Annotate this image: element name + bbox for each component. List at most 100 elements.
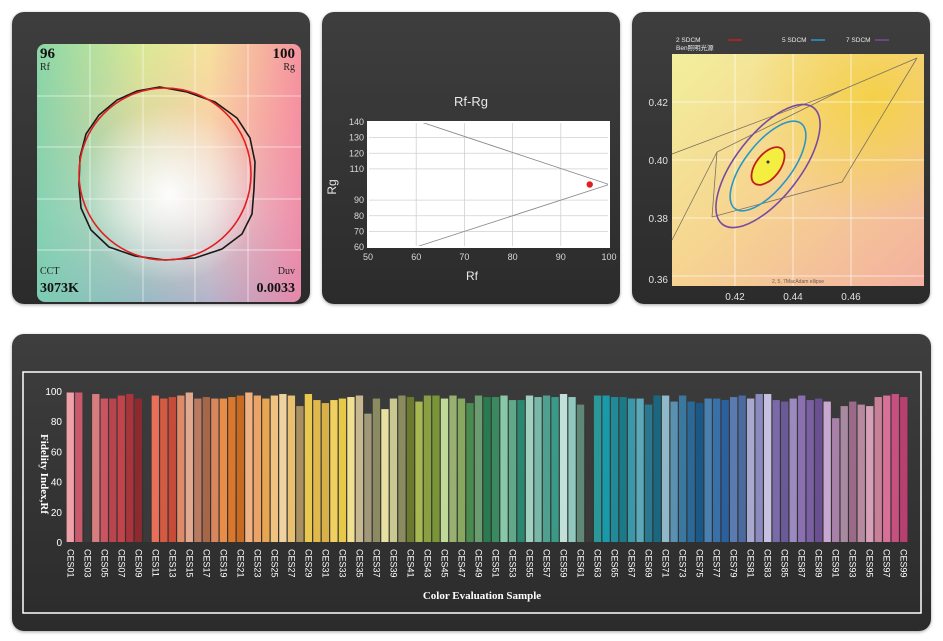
rf-rg-xtick: 60 bbox=[411, 252, 421, 262]
rg-label: Rg bbox=[283, 62, 295, 73]
bar-xtick: CES83 bbox=[763, 549, 773, 578]
rf-rg-title: Rf-Rg bbox=[454, 94, 488, 109]
bar-ces36 bbox=[364, 413, 372, 542]
bar-ces99 bbox=[900, 397, 908, 542]
bar-ces12 bbox=[160, 398, 168, 542]
duv-label: Duv bbox=[277, 266, 295, 277]
bar-ces84 bbox=[772, 400, 780, 542]
bar-ces86 bbox=[789, 398, 797, 542]
bar-ces48 bbox=[466, 403, 474, 542]
bar-xtick: CES23 bbox=[252, 549, 262, 578]
bar-ces96 bbox=[874, 397, 882, 542]
bar-ces19 bbox=[219, 398, 227, 542]
bar-ces82 bbox=[755, 394, 763, 542]
rf-rg-ytick: 120 bbox=[349, 148, 364, 158]
bar-ces52 bbox=[500, 395, 508, 542]
bar-ces94 bbox=[857, 404, 865, 542]
bar-ces47 bbox=[457, 398, 466, 542]
bar-ces03 bbox=[83, 404, 91, 542]
bar-ces85 bbox=[781, 401, 789, 542]
ellipse-5-sdcm bbox=[729, 120, 807, 212]
rf-rg-frame bbox=[367, 121, 610, 248]
bar-xtick: CES29 bbox=[303, 549, 313, 578]
bar-xtick: CES49 bbox=[473, 549, 483, 578]
bar-ces91 bbox=[832, 418, 840, 542]
bar-xtick: CES99 bbox=[899, 549, 909, 578]
bar-xtick: CES05 bbox=[99, 549, 109, 578]
bar-ces73 bbox=[678, 395, 687, 542]
bar-xtick: CES77 bbox=[712, 549, 722, 578]
bar-ces57 bbox=[542, 395, 551, 542]
bar-ces38 bbox=[381, 409, 389, 542]
chroma-ytick: 0.42 bbox=[649, 98, 669, 109]
cct-value: 3073K bbox=[40, 281, 79, 296]
ellipse-2-sdcm bbox=[750, 146, 786, 186]
bar-ces46 bbox=[449, 395, 457, 542]
bar-xtick: CES21 bbox=[235, 549, 245, 578]
bar-ces31 bbox=[321, 403, 330, 542]
rf-rg-ylabel: Rg bbox=[325, 179, 339, 194]
chromaticity-chart: 0.42 0.40 0.38 0.36 0.42 0.44 0.46 2 SDC… bbox=[649, 37, 924, 303]
bar-ces67 bbox=[627, 398, 636, 542]
bar-ces11 bbox=[151, 395, 159, 542]
duv-value: 0.0033 bbox=[256, 281, 296, 296]
bar-ces55 bbox=[525, 395, 534, 542]
bar-ces49 bbox=[474, 395, 483, 542]
bar-ces66 bbox=[619, 397, 627, 542]
bar-xtick: CES51 bbox=[491, 549, 501, 578]
bar-ces60 bbox=[568, 397, 576, 542]
bar-frame bbox=[22, 371, 922, 614]
bar-ces59 bbox=[559, 394, 568, 542]
bar-xtick: CES61 bbox=[576, 549, 586, 578]
rf-rg-chart: Rf-Rg Rf Rg 50 60 70 80 90 100607080901101201… bbox=[325, 94, 617, 283]
bar-ces30 bbox=[313, 400, 321, 542]
rf-rg-xtick: 50 bbox=[363, 252, 373, 262]
bar-ces28 bbox=[296, 406, 304, 542]
bar-ces87 bbox=[798, 395, 806, 542]
bar-ces21 bbox=[236, 395, 245, 542]
bar-xtick: CES09 bbox=[133, 549, 143, 578]
bar-ces02 bbox=[75, 392, 83, 542]
bar-ytick: 0 bbox=[56, 538, 62, 549]
bar-ces98 bbox=[891, 394, 899, 542]
rf-rg-ytick: 70 bbox=[354, 226, 364, 236]
bar-ces43 bbox=[423, 395, 432, 542]
bar-ces89 bbox=[815, 398, 823, 542]
bar-ces18 bbox=[211, 398, 219, 542]
chroma-xtick: 0.42 bbox=[725, 292, 745, 303]
legend-label-7-sdcm: 7 SDCM bbox=[846, 37, 871, 44]
bar-ces05 bbox=[100, 398, 108, 542]
bar-xtick: CES65 bbox=[610, 549, 620, 578]
bar-ces61 bbox=[576, 404, 585, 542]
bar-ces06 bbox=[109, 398, 117, 542]
bar-xtick: CES19 bbox=[218, 549, 228, 578]
bar-ces41 bbox=[406, 397, 415, 542]
bar-ces58 bbox=[551, 397, 559, 542]
bar-ces83 bbox=[764, 394, 772, 542]
legend-note: Ben照明光源 bbox=[676, 43, 714, 52]
bar-ces62 bbox=[585, 395, 593, 542]
quadrangle-lines bbox=[671, 57, 918, 241]
bar-ces93 bbox=[849, 401, 857, 542]
bar-xtick: CES89 bbox=[814, 549, 824, 578]
bar-ces01 bbox=[66, 392, 74, 542]
bar-ces29 bbox=[304, 394, 313, 542]
bar-xtick: CES11 bbox=[150, 549, 160, 577]
chroma-footnote: 2, 5, 7MacAdam ellipse bbox=[772, 279, 824, 285]
bar-xtick: CES03 bbox=[82, 549, 92, 578]
bar-xtick: CES39 bbox=[388, 549, 398, 578]
bar-ces79 bbox=[729, 397, 738, 542]
bar-ces80 bbox=[738, 395, 746, 542]
chroma-ytick: 0.38 bbox=[649, 214, 669, 225]
bar-ces72 bbox=[670, 401, 678, 542]
bar-ces42 bbox=[415, 401, 423, 542]
bar-ces90 bbox=[823, 401, 831, 542]
bar-ces74 bbox=[687, 401, 695, 542]
bar-ces09 bbox=[134, 398, 142, 542]
bar-ces13 bbox=[168, 397, 176, 542]
rf-rg-boundary-line bbox=[420, 121, 610, 185]
rf-rg-panel: Rf-Rg Rf Rg 50 60 70 80 90 100 60 70 80 90 110 120 1… bbox=[322, 12, 620, 304]
bar-xtick: CES55 bbox=[525, 549, 535, 578]
legend-label-5-sdcm: 5 SDCM bbox=[782, 37, 807, 44]
bar-ces77 bbox=[712, 398, 721, 542]
